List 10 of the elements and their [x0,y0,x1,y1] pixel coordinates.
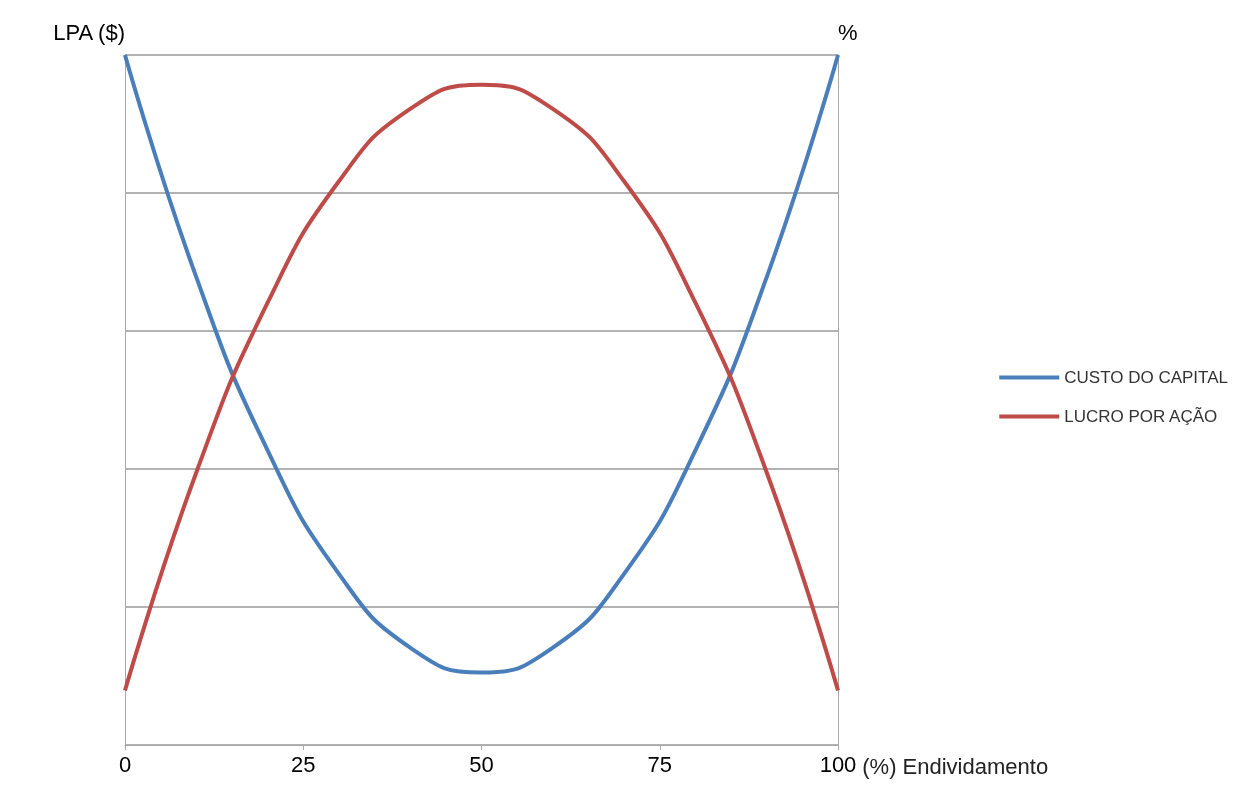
x-tick-label: 25 [291,751,316,777]
x-tick-label: 75 [647,751,672,777]
x-tick-label: 50 [469,751,494,777]
y2-axis-title: % [838,19,858,45]
x-axis-title: (%) Endividamento [862,753,1049,779]
y-axis-title: LPA ($) [53,19,125,45]
legend-label: CUSTO DO CAPITAL [1064,368,1228,387]
legend-label: LUCRO POR AÇÃO [1064,407,1218,426]
x-tick-label: 100 [819,751,857,777]
x-tick-label: 0 [118,751,132,777]
